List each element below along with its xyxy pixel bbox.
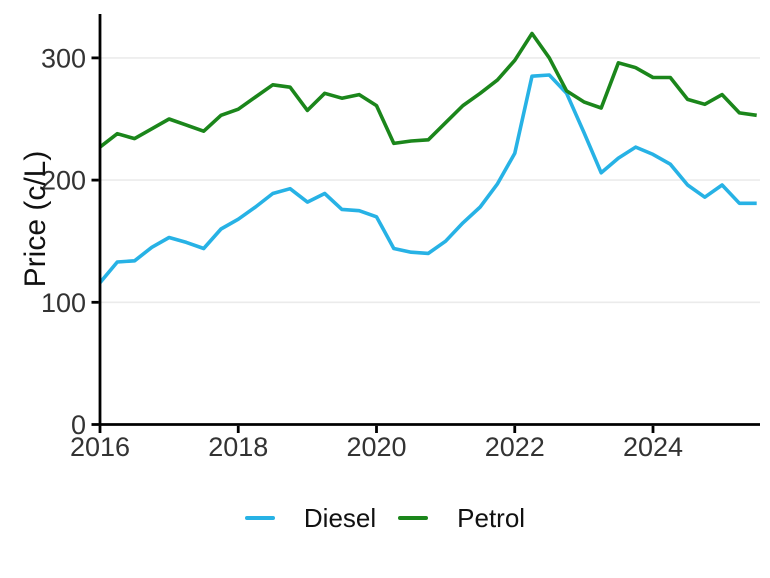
legend-label-diesel: Diesel	[303, 502, 377, 533]
legend-label-petrol: Petrol	[457, 502, 526, 533]
diesel-line	[98, 73, 757, 284]
diesel-line-swatch	[244, 516, 275, 520]
x-tick-label: 2022	[485, 432, 545, 462]
legend: Diesel Petrol	[0, 503, 770, 533]
petrol-line-swatch	[398, 516, 429, 520]
legend-item-petrol: Petrol	[398, 503, 525, 534]
x-tick-label: 2018	[208, 432, 268, 462]
petrol-line	[98, 31, 757, 149]
x-tick-label: 2024	[623, 432, 683, 462]
x-tick-label: 2020	[346, 432, 406, 462]
legend-item-diesel: Diesel	[244, 502, 377, 534]
y-tick-label: 100	[41, 288, 86, 318]
y-tick-label: 200	[41, 166, 86, 196]
y-axis-title: Price (c/L)	[19, 150, 52, 288]
y-tick-label: 300	[41, 43, 86, 73]
x-tick-label: 2016	[70, 432, 130, 462]
y-tick-label: 0	[71, 410, 86, 440]
